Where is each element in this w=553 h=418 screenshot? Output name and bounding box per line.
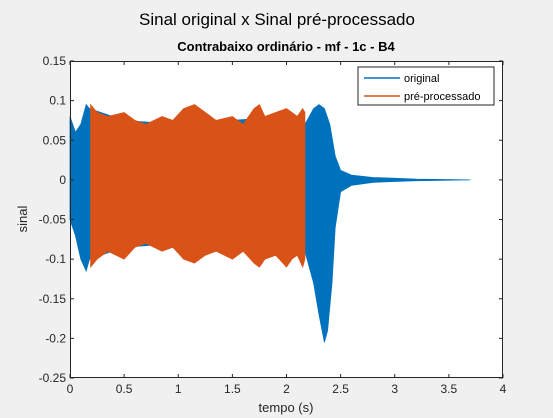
legend-label-pre-processado: pré-processado (404, 91, 480, 103)
y-axis-label: sinal (15, 206, 30, 233)
legend-label-original: original (404, 73, 439, 85)
x-tick-label: 0 (67, 382, 74, 396)
y-tick-label: -0.1 (45, 252, 66, 266)
y-tick-label: -0.2 (45, 331, 66, 345)
legend-box (357, 66, 495, 106)
series-layer (69, 103, 471, 343)
y-tick-label: 0.15 (43, 54, 67, 68)
x-tick-label: 4 (500, 382, 507, 396)
y-tick-label: 0 (59, 173, 66, 187)
y-tick-label: -0.05 (39, 213, 67, 227)
axes: 0 0.5 1 1.5 2 2.5 3 3.5 4 -0.25 -0.2 -0.15 -0.1 -0.05… (39, 54, 507, 396)
y-tick-label: -0.15 (39, 292, 67, 306)
y-tick-label: 0.1 (49, 94, 66, 108)
x-tick-label: 1 (175, 382, 182, 396)
x-tick-label: 0.5 (116, 382, 133, 396)
y-tick-label: 0.05 (43, 133, 67, 147)
legend: original pré-processado (357, 66, 495, 106)
y-tick-label: -0.25 (39, 371, 67, 385)
x-tick-label: 1.5 (224, 382, 241, 396)
figure-suptitle: Sinal original x Sinal pré-processado (139, 10, 415, 29)
x-tick-label: 2.5 (332, 382, 349, 396)
x-tick-label: 3.5 (441, 382, 458, 396)
x-tick-label: 3 (391, 382, 398, 396)
ticks-layer: 0 0.5 1 1.5 2 2.5 3 3.5 4 -0.25 -0.2 -0.15 -0.1 -0.05… (39, 54, 507, 396)
x-tick-label: 2 (283, 382, 290, 396)
series-pre-processado-signal (90, 103, 306, 269)
chart-title: Contrabaixo ordinário - mf - 1c - B4 (177, 39, 395, 54)
x-axis-label: tempo (s) (259, 400, 314, 415)
